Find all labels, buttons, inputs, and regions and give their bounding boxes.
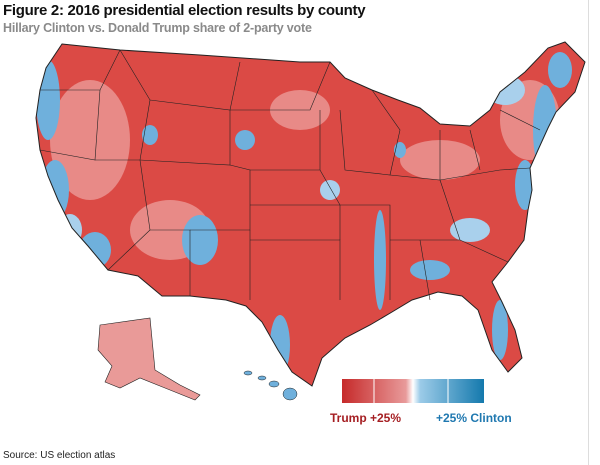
lean-trump-areas [50,80,560,260]
hawaii [243,370,298,401]
lower-48-states [36,42,585,386]
chart-subtitle: Hillary Clinton vs. Donald Trump share o… [3,21,312,35]
legend-color-bar [342,379,484,403]
source-note: Source: US election atlas [3,450,116,461]
legend-clinton-label: +25% Clinton [436,411,512,425]
divider [588,0,589,465]
state-borders [39,49,541,301]
alaska [97,317,201,401]
chart-title: Figure 2: 2016 presidential election res… [3,2,366,19]
legend-trump-label: Trump +25% [330,411,402,425]
